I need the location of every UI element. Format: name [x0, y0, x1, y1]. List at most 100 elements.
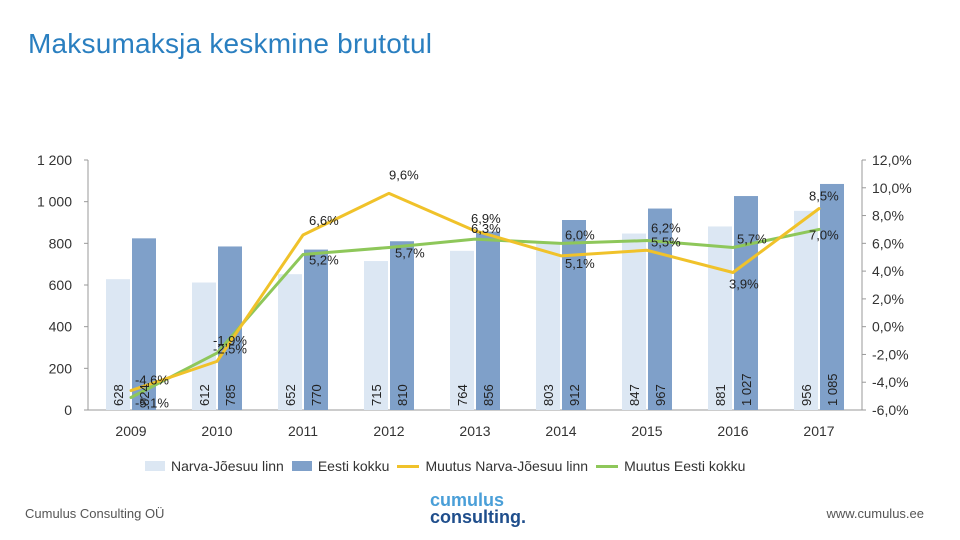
bar-narva: [192, 282, 216, 410]
x-tick-label: 2016: [717, 423, 748, 439]
line-label-eesti: 5,7%: [395, 246, 425, 261]
chart-axes: 0 200 400 600 800 1 000 1 200 -6,0% -4,0% -2,0% 0,…: [37, 152, 912, 439]
footer-company: Cumulus Consulting OÜ: [25, 506, 165, 521]
bar-label-eesti: 785: [223, 384, 238, 406]
bar-label-eesti: 824: [137, 384, 152, 406]
bar-eesti: [390, 241, 414, 410]
chart-lines: [129, 191, 821, 399]
bar-narva: [622, 233, 646, 410]
bar-label-eesti: 770: [309, 384, 324, 406]
x-tick-label: 2012: [373, 423, 404, 439]
bar-label-narva: 803: [541, 384, 556, 406]
y-left-tick-label: 200: [49, 360, 73, 376]
bar-label-eesti: 1 085: [825, 373, 840, 406]
line-label-eesti: 6,0%: [565, 227, 595, 242]
y-right-tick-label: 10,0%: [872, 180, 912, 196]
bar-narva: [106, 279, 130, 410]
y-left-tick-label: 800: [49, 235, 73, 251]
legend-label-narva-change: Muutus Narva-Jõesuu linn: [425, 458, 589, 474]
bar-narva: [278, 274, 302, 410]
legend-swatch-eesti: [291, 461, 312, 471]
bar-label-narva: 847: [627, 384, 642, 406]
bar-label-narva: 956: [799, 384, 814, 406]
bar-narva: [364, 261, 388, 410]
line-label-narva: 6,6%: [309, 213, 339, 228]
line-label-narva: 6,9%: [471, 211, 501, 226]
line-label-narva: 3,9%: [729, 277, 759, 292]
x-tick-label: 2010: [201, 423, 232, 439]
bar-label-eesti: 912: [567, 384, 582, 406]
x-tick-label: 2017: [803, 423, 834, 439]
x-tick-label: 2009: [115, 423, 146, 439]
footer-website: www.cumulus.ee: [826, 506, 924, 521]
y-right-tick-label: 6,0%: [872, 235, 904, 251]
legend-item-narva-change: Muutus Narva-Jõesuu linn: [397, 458, 588, 474]
y-right-tick-label: -2,0%: [872, 346, 909, 362]
bar-label-eesti: 856: [481, 384, 496, 406]
line-label-narva: 5,1%: [565, 256, 595, 271]
legend-label-narva: Narva-Jõesuu linn: [171, 458, 284, 474]
line-label-eesti: 5,7%: [737, 232, 767, 247]
line-label-narva: 9,6%: [389, 167, 419, 182]
bar-label-eesti: 1 027: [739, 373, 754, 406]
logo-line-1: cumulus: [430, 490, 505, 510]
legend-label-eesti-change: Muutus Eesti kokku: [624, 458, 746, 474]
bar-narva: [536, 242, 560, 410]
bar-narva: [794, 210, 818, 410]
line-label-eesti: -5,1%: [135, 396, 169, 411]
legend-swatch-narva-change: [397, 464, 420, 468]
bar-label-narva: 764: [455, 384, 470, 406]
bar-label-narva: 652: [283, 384, 298, 406]
bar-eesti: [304, 249, 328, 410]
legend-swatch-eesti-change: [596, 464, 619, 468]
legend-item-eesti-change: Muutus Eesti kokku: [596, 458, 745, 474]
bar-eesti: [476, 231, 500, 410]
y-right-tick-label: 12,0%: [872, 152, 912, 168]
line-label-eesti: 7,0%: [809, 227, 839, 242]
y-left-tick-label: 1 000: [37, 194, 72, 210]
bar-eesti: [820, 183, 844, 410]
y-right-tick-label: 0,0%: [872, 319, 904, 335]
line-label-narva: -2,5%: [213, 341, 247, 356]
bar-label-eesti: 967: [653, 384, 668, 406]
bar-label-narva: 715: [369, 384, 384, 406]
line-label-eesti: -1,9%: [213, 333, 247, 348]
bar-narva: [708, 226, 732, 410]
y-left-tick-label: 1 200: [37, 152, 72, 168]
y-right-tick-label: 4,0%: [872, 263, 904, 279]
bar-label-narva: 881: [713, 384, 728, 406]
bar-label-eesti: 810: [395, 384, 410, 406]
legend-label-eesti: Eesti kokku: [317, 458, 390, 474]
y-right-tick-label: 8,0%: [872, 208, 904, 224]
y-left-tick-label: 400: [49, 319, 73, 335]
bar-eesti: [562, 220, 586, 410]
x-tick-label: 2011: [288, 423, 318, 439]
line-label-eesti: 6,3%: [471, 221, 501, 236]
bar-narva: [450, 250, 474, 410]
chart-bars: [106, 183, 844, 410]
company-logo: cumulus consulting.: [430, 490, 526, 526]
y-right-tick-label: -4,0%: [872, 374, 909, 390]
chart-data-labels: 628 824 612 785 652 770 715 810 764 856 803 912 847 9…: [111, 167, 840, 410]
line-label-narva: 5,5%: [651, 234, 681, 249]
y-left-tick-label: 600: [49, 277, 73, 293]
line-label-narva: -4,6%: [135, 373, 169, 388]
bar-label-narva: 612: [197, 384, 212, 406]
line-label-narva: 8,5%: [809, 189, 839, 204]
y-left-tick-label: 0: [64, 402, 72, 418]
y-right-tick-label: 2,0%: [872, 291, 904, 307]
y-right-tick-label: -6,0%: [872, 402, 909, 418]
legend-item-eesti: Eesti kokku: [291, 458, 390, 474]
line-label-eesti: 5,2%: [309, 252, 339, 267]
line-narva-change: [129, 191, 821, 393]
chart-legend: Narva-Jõesuu linn Eesti kokku Muutus Nar…: [145, 458, 753, 474]
page-title: Maksumaksja keskmine brutotul: [28, 28, 433, 59]
legend-item-narva: Narva-Jõesuu linn: [145, 458, 284, 474]
x-tick-label: 2015: [631, 423, 662, 439]
bar-eesti: [132, 238, 156, 410]
line-label-eesti: 6,2%: [651, 221, 681, 236]
bar-eesti: [734, 196, 758, 410]
bar-label-narva: 628: [111, 384, 126, 406]
x-tick-label: 2013: [459, 423, 490, 439]
